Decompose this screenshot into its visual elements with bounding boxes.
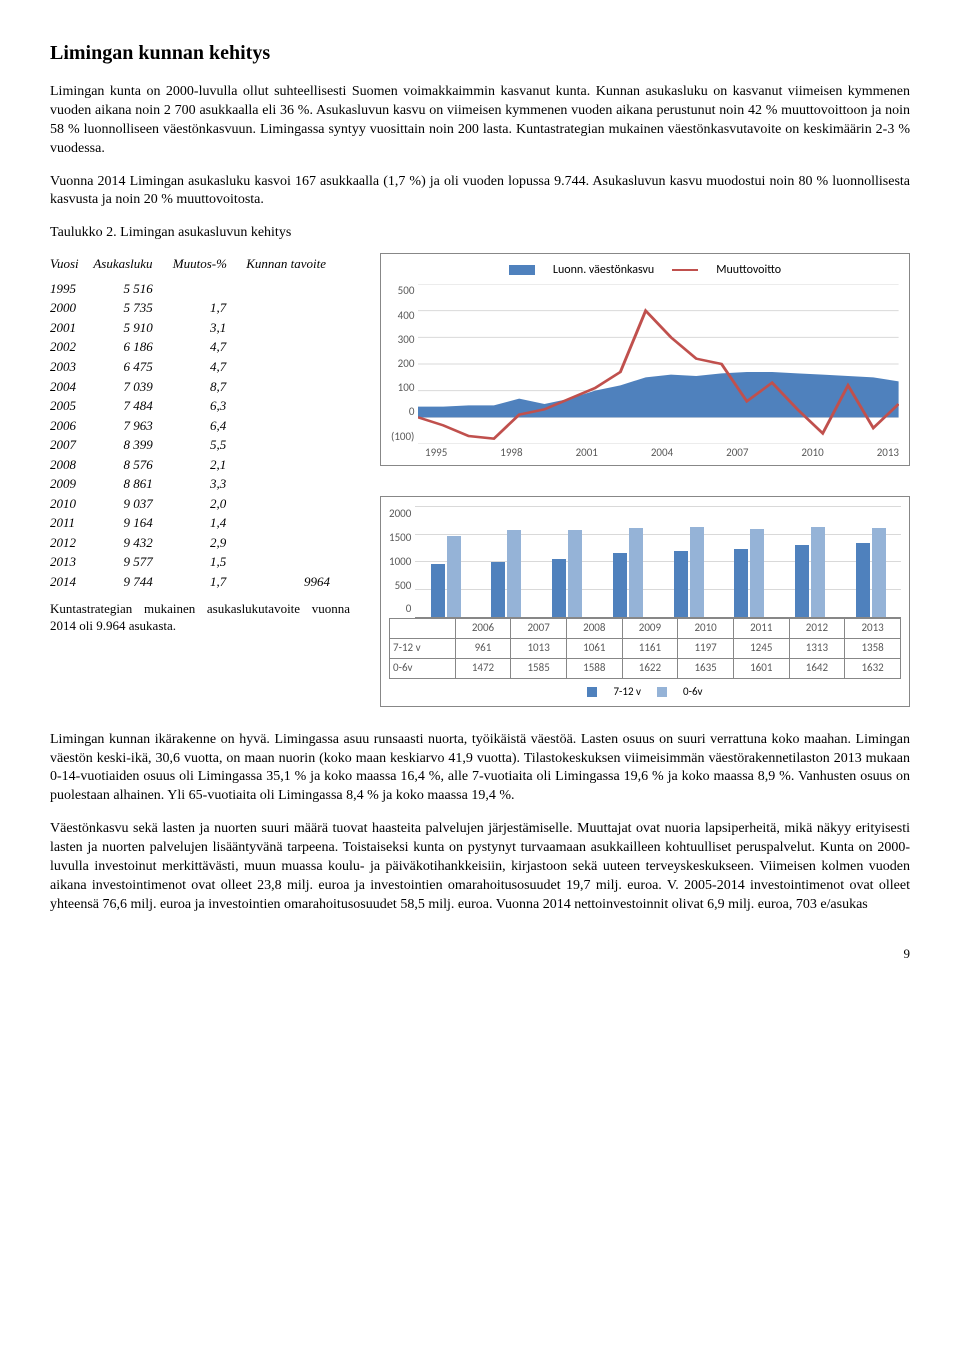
chart2-bars bbox=[415, 507, 901, 618]
bar-group bbox=[780, 527, 841, 617]
th-target: Kunnan tavoite bbox=[246, 253, 350, 279]
legend-label-0-6: 0-6v bbox=[683, 685, 703, 700]
th-pop: Asukasluku bbox=[93, 253, 172, 279]
table-row: 20098 8613,3 bbox=[50, 474, 350, 494]
table-row: 20139 5771,5 bbox=[50, 552, 350, 572]
bar-group bbox=[719, 529, 780, 617]
bar-group bbox=[415, 536, 476, 617]
table-row: 20149 7441,79964 bbox=[50, 572, 350, 592]
bar-group bbox=[476, 530, 537, 617]
table-row: 20026 1864,7 bbox=[50, 337, 350, 357]
paragraph-4: Väestönkasvu sekä lasten ja nuorten suur… bbox=[50, 820, 910, 914]
table-row: 20005 7351,7 bbox=[50, 298, 350, 318]
paragraph-3: Limingan kunnan ikärakenne on hyvä. Limi… bbox=[50, 731, 910, 807]
legend-swatch-0-6 bbox=[657, 687, 667, 697]
legend-swatch-7-12 bbox=[587, 687, 597, 697]
th-change: Muutos-% bbox=[173, 253, 246, 279]
chart2-yaxis: 2000150010005000 bbox=[389, 507, 415, 617]
table-row: 20036 4754,7 bbox=[50, 357, 350, 377]
age-group-chart: 2000150010005000 20062007200820092010201… bbox=[380, 496, 910, 706]
population-table: Vuosi Asukasluku Muutos-% Kunnan tavoite… bbox=[50, 253, 350, 591]
table-row: 20015 9103,1 bbox=[50, 318, 350, 338]
bar-group bbox=[658, 527, 719, 617]
chart2-row-0-6: 0-6v bbox=[390, 658, 456, 678]
chart1-xaxis: 1995199820012004200720102013 bbox=[425, 446, 899, 461]
table-row: 20088 5762,1 bbox=[50, 455, 350, 475]
population-growth-chart: Luonn. väestönkasvu Muuttovoitto 5004003… bbox=[380, 253, 910, 466]
table-row: 20078 3995,5 bbox=[50, 435, 350, 455]
chart2-legend: 7-12 v 0-6v bbox=[389, 685, 901, 700]
chart1-legend: Luonn. väestönkasvu Muuttovoitto bbox=[391, 262, 899, 278]
legend-line-swatch bbox=[672, 269, 698, 271]
table-row: 19955 516 bbox=[50, 279, 350, 299]
table-footnote: Kuntastrategian mukainen asukaslukutavoi… bbox=[50, 600, 350, 635]
legend-line-label: Muuttovoitto bbox=[716, 262, 781, 278]
table-row: 20057 4846,3 bbox=[50, 396, 350, 416]
chart1-plot-area bbox=[418, 284, 899, 444]
table-row: 20119 1641,4 bbox=[50, 513, 350, 533]
th-year: Vuosi bbox=[50, 253, 93, 279]
legend-area-label: Luonn. väestönkasvu bbox=[553, 262, 654, 278]
table-row: 20129 4322,9 bbox=[50, 533, 350, 553]
chart2-row-7-12: 7-12 v bbox=[390, 639, 456, 659]
table-title: Taulukko 2. Limingan asukasluvun kehitys bbox=[50, 224, 910, 243]
chart2-data-table: 20062007200820092010201120122013 7-12 v9… bbox=[389, 618, 901, 679]
paragraph-2: Vuonna 2014 Limingan asukasluku kasvoi 1… bbox=[50, 173, 910, 211]
table-row: 20109 0372,0 bbox=[50, 494, 350, 514]
table-row: 20067 9636,4 bbox=[50, 416, 350, 436]
legend-label-7-12: 7-12 v bbox=[613, 685, 641, 700]
chart1-yaxis: 5004003002001000(100) bbox=[391, 284, 418, 444]
page-title: Limingan kunnan kehitys bbox=[50, 40, 910, 67]
table-row: 20047 0398,7 bbox=[50, 377, 350, 397]
page-number: 9 bbox=[50, 945, 910, 963]
bar-group bbox=[537, 530, 598, 617]
legend-area-swatch bbox=[509, 265, 535, 275]
bar-group bbox=[597, 528, 658, 617]
paragraph-1: Limingan kunta on 2000-luvulla ollut suh… bbox=[50, 83, 910, 159]
bar-group bbox=[840, 528, 901, 618]
